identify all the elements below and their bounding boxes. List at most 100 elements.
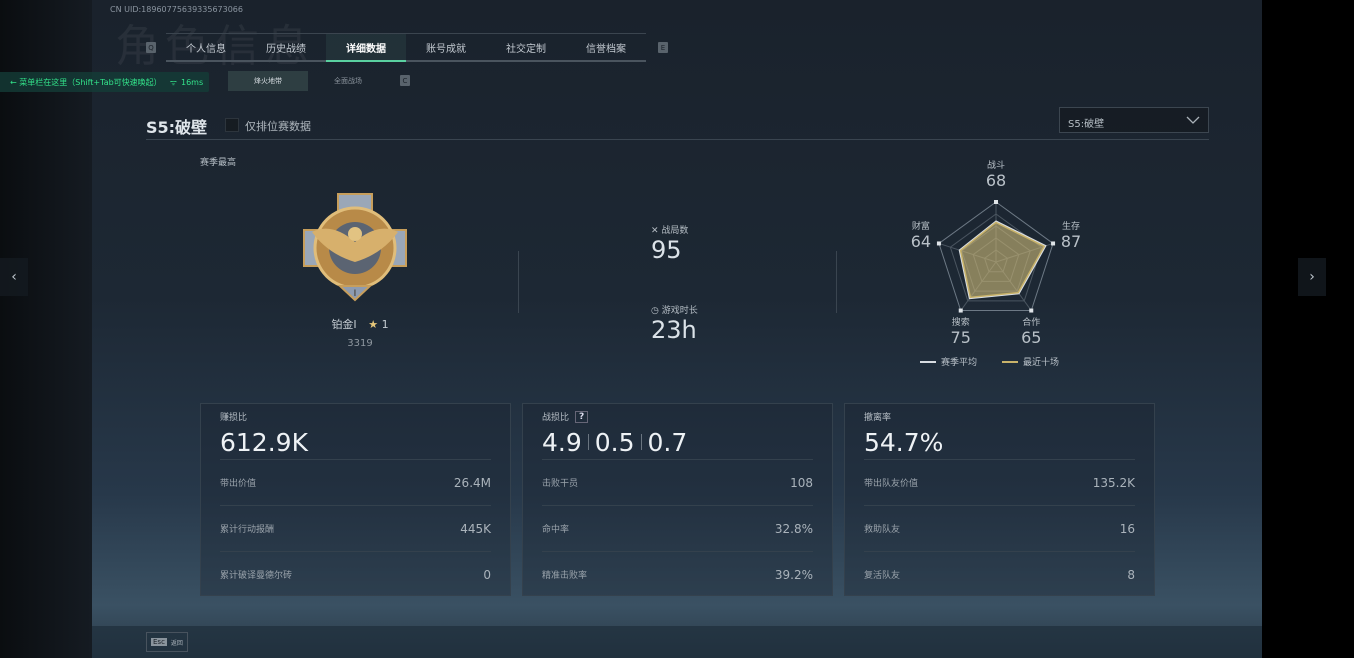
back-label: 返回 <box>170 639 183 647</box>
next-page-button[interactable]: › <box>1298 258 1326 296</box>
season-best-label: 赛季最高 <box>200 158 237 168</box>
stat-label: 带出队友价值 <box>864 479 919 489</box>
radar-axis-label: 合作 65 <box>1011 315 1051 347</box>
help-icon[interactable]: ? <box>575 410 589 423</box>
stat-value: 32.8% <box>774 521 813 536</box>
axis-name: 合作 <box>1022 317 1041 328</box>
card-title: 赚损比 <box>220 413 248 423</box>
stat-label: 命中率 <box>542 525 570 535</box>
rank-name-row: 铂金I ★ 1 <box>300 316 420 332</box>
svg-text:I: I <box>354 289 357 299</box>
radar-legend: 赛季平均 最近十场 <box>920 355 1059 368</box>
axis-name: 财富 <box>911 222 930 233</box>
stat-row: 击败干员 108 <box>542 459 813 505</box>
rank-score: 3319 <box>347 338 373 349</box>
tab-0[interactable]: 个人信息 <box>166 34 246 60</box>
tab-label: 信誉档案 <box>586 43 626 55</box>
chevron-down-icon <box>1186 116 1200 124</box>
prev-tab-key[interactable]: Q <box>146 42 156 53</box>
radar-axis-label: 战斗 68 <box>976 158 1016 190</box>
stat-label: 累计破译曼德尔砖 <box>220 571 293 581</box>
card-title-row: 赚损比 <box>220 410 491 423</box>
playtime-value: 23h <box>651 316 697 344</box>
tab-1[interactable]: 历史战绩 <box>246 34 326 60</box>
tab-5[interactable]: 信誉档案 <box>566 34 646 60</box>
tab-4[interactable]: 社交定制 <box>486 34 566 60</box>
stat-label: 带出价值 <box>220 479 257 489</box>
divider <box>587 434 589 450</box>
stat-value: 445K <box>460 521 491 536</box>
radar-axis-label: 财富 64 <box>901 219 941 251</box>
matches-label-row: ✕ 战局数 <box>651 223 688 236</box>
stat-row: 累计破译曼德尔砖 0 <box>220 551 491 597</box>
axis-value: 64 <box>910 232 932 252</box>
radar-vertex-marker <box>1029 308 1034 313</box>
menu-hint-text: ← 菜单栏在这里（Shift+Tab可快速唤起） <box>10 77 162 87</box>
rank-name: 铂金I <box>331 318 357 331</box>
rank-medal-icon: I <box>303 193 407 302</box>
matches-label: 战局数 <box>661 226 689 236</box>
stat-value: 16 <box>1119 521 1135 536</box>
radar-chart <box>936 200 1056 313</box>
stat-label: 复活队友 <box>864 571 901 581</box>
stat-value: 108 <box>790 475 813 490</box>
uid-text: CN UID:18960775639335673066 <box>110 5 243 14</box>
menu-hint-toast: ← 菜单栏在这里（Shift+Tab可快速唤起） ᯤ 16ms <box>0 72 210 92</box>
stat-row: 精准击败率 39.2% <box>542 551 813 597</box>
playtime-label: 游戏时长 <box>661 306 698 316</box>
card-big-value: 4.9 0.5 0.7 <box>542 425 813 459</box>
mode-subtabs: 烽火地带 全面战场 C <box>228 71 410 91</box>
stat-row: 累计行动报酬 445K <box>220 505 491 551</box>
season-title: S5:破壁 <box>146 118 208 137</box>
subtab-label: 烽火地带 <box>254 77 282 85</box>
next-tab-key[interactable]: E <box>658 42 668 53</box>
radar-series-1 <box>959 221 1046 299</box>
card-title: 战损比 <box>542 413 570 423</box>
radar-vertex-marker <box>958 308 963 313</box>
crossed-swords-icon: ✕ <box>651 226 659 236</box>
stat-card: 赚损比 612.9K 带出价值 26.4M 累计行动报酬 445K 累计破译曼德尔砖 0 <box>200 403 511 596</box>
divider <box>640 434 642 450</box>
tab-2[interactable]: 详细数据 <box>326 34 406 62</box>
axis-value: 87 <box>1060 232 1082 252</box>
legend-recent: 最近十场 <box>1023 358 1060 368</box>
left-margin <box>0 0 92 658</box>
big-value: 0.7 <box>647 427 688 457</box>
axis-name: 搜索 <box>951 317 970 328</box>
axis-value: 68 <box>985 171 1007 190</box>
big-value: 612.9K <box>220 427 308 457</box>
card-title: 撤离率 <box>864 413 892 423</box>
card-big-value: 54.7% <box>864 425 1135 459</box>
stat-value: 135.2K <box>1092 475 1135 490</box>
subtab-key[interactable]: C <box>400 75 410 86</box>
tab-3[interactable]: 账号成就 <box>406 34 486 60</box>
tab-label: 社交定制 <box>506 43 546 55</box>
star-icon: ★ <box>368 318 379 331</box>
legend-swatch-season <box>920 360 936 363</box>
stat-value: 39.2% <box>774 567 813 582</box>
tab-label: 个人信息 <box>186 43 226 55</box>
stat-label: 击败干员 <box>542 479 579 489</box>
season-select-value: S5:破壁 <box>1068 119 1105 130</box>
stat-label: 精准击败率 <box>542 571 588 581</box>
main-tabs: 个人信息 历史战绩 详细数据 账号成就 社交定制 信誉档案 <box>166 33 646 62</box>
subtab-warzone[interactable]: 烽火地带 <box>228 71 308 91</box>
axis-value: 65 <box>1021 327 1042 347</box>
stat-row: 带出队友价值 135.2K <box>864 459 1135 505</box>
playtime-label-row: ◷ 游戏时长 <box>651 303 698 316</box>
radar-vertex-marker <box>1051 241 1056 246</box>
stat-row: 救助队友 16 <box>864 505 1135 551</box>
big-value: 0.5 <box>594 427 635 457</box>
season-select[interactable]: S5:破壁 <box>1059 107 1209 133</box>
ranked-only-checkbox[interactable] <box>225 118 239 132</box>
big-value: 4.9 <box>542 427 582 457</box>
divider <box>146 139 1209 140</box>
radar-vertex-marker <box>994 200 998 204</box>
prev-page-button[interactable]: ‹ <box>0 258 28 296</box>
back-button[interactable]: Esc 返回 <box>146 632 188 652</box>
stat-card: 撤离率 54.7% 带出队友价值 135.2K 救助队友 16 复活队友 8 <box>844 403 1155 596</box>
axis-name: 生存 <box>1062 222 1081 233</box>
subtab-battlefield[interactable]: 全面战场 <box>308 71 388 91</box>
radar-axis-label: 搜索 75 <box>941 315 981 347</box>
ranked-only-label[interactable]: 仅排位赛数据 <box>245 120 311 133</box>
